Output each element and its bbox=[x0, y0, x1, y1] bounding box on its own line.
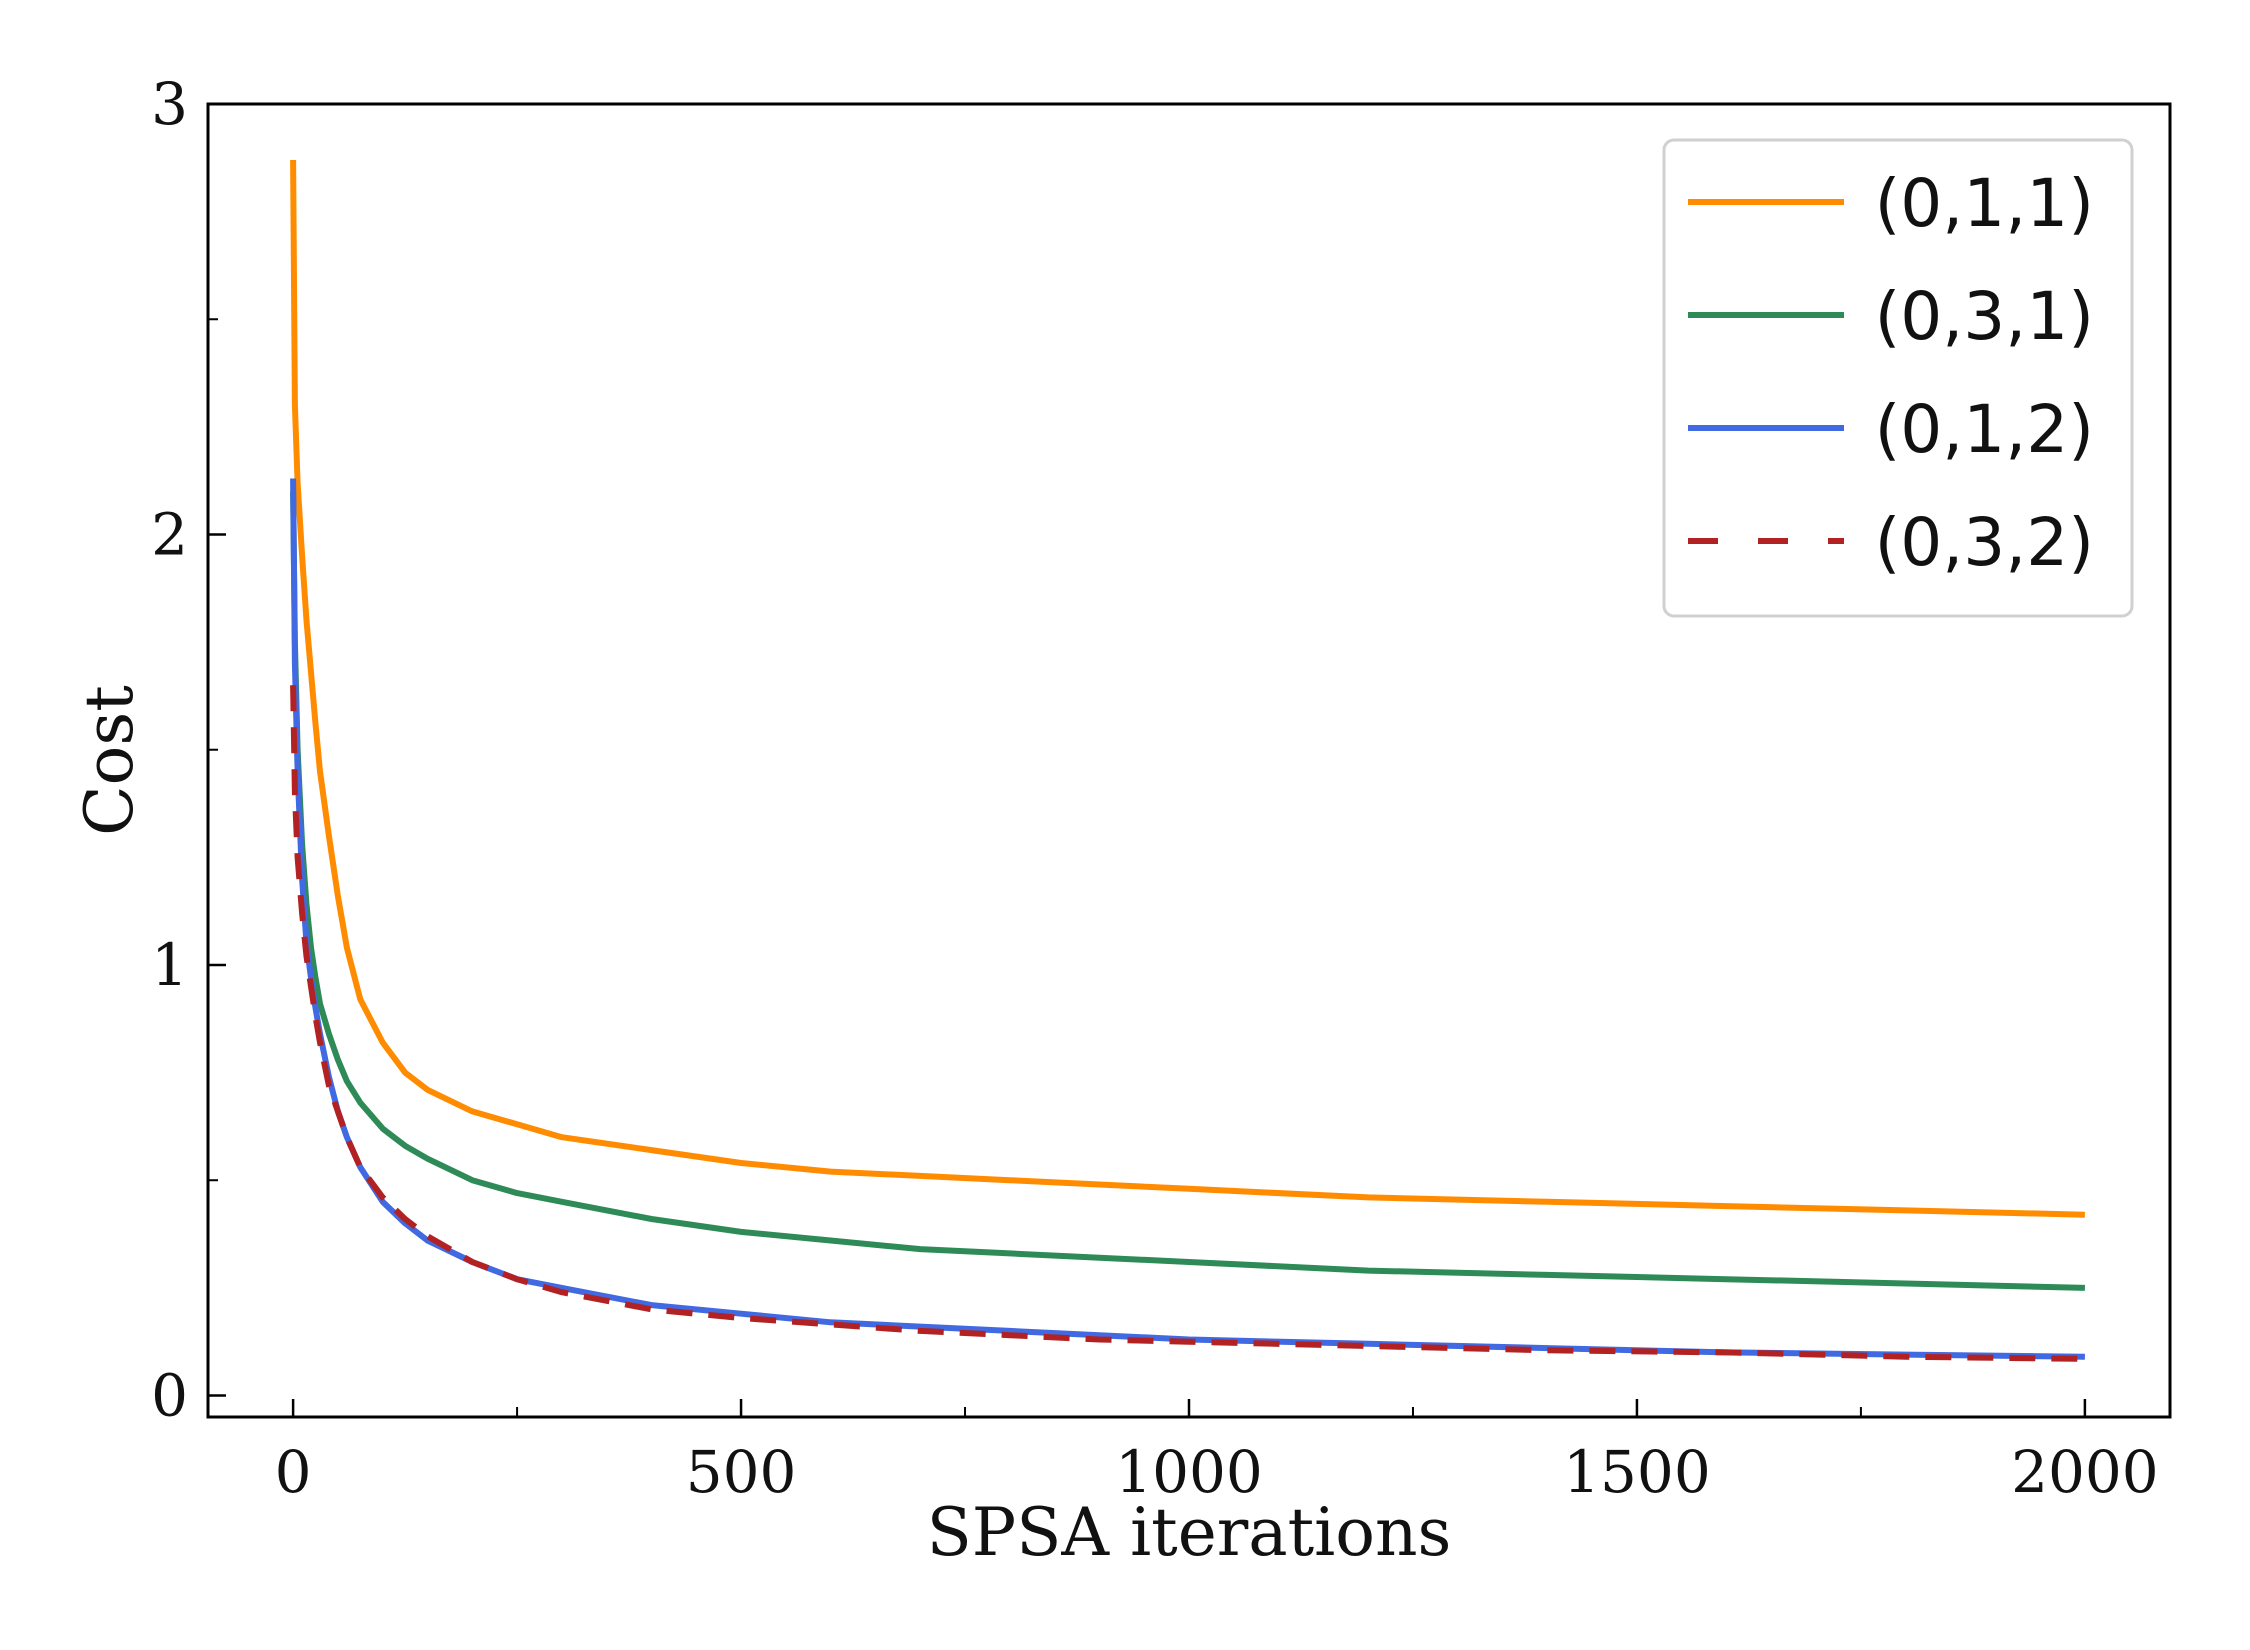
ticks-layer: 0 500 1000 1500 2000 0 1 2 3 bbox=[151, 70, 2159, 1506]
y-tick-label: 2 bbox=[151, 500, 188, 568]
series-line-4 bbox=[290, 685, 2085, 1362]
x-axis-label: SPSA iterations bbox=[927, 1494, 1452, 1571]
legend-label-3: (0,1,2) bbox=[1875, 391, 2094, 468]
series-line-2 bbox=[290, 491, 2085, 1291]
y-tick-label: 1 bbox=[151, 931, 188, 999]
x-tick-label: 1000 bbox=[1115, 1438, 1263, 1506]
legend-label-1: (0,1,1) bbox=[1875, 165, 2094, 242]
series-line-1 bbox=[290, 159, 2085, 1218]
plot-frame bbox=[206, 102, 2172, 1419]
x-tick-label: 0 bbox=[275, 1438, 312, 1506]
y-tick-label: 0 bbox=[151, 1361, 188, 1429]
legend-label-2: (0,3,1) bbox=[1875, 278, 2094, 355]
x-tick-label: 1500 bbox=[1563, 1438, 1711, 1506]
series-layer bbox=[290, 159, 2085, 1362]
legend-box bbox=[1662, 138, 2134, 618]
x-tick-label: 2000 bbox=[2011, 1438, 2159, 1506]
x-tick-label: 500 bbox=[686, 1438, 797, 1506]
y-axis-label: Cost bbox=[71, 685, 148, 836]
legend-label-4: (0,3,2) bbox=[1875, 504, 2094, 581]
legend: (0,1,1) (0,3,1) (0,1,2) (0,3,2) bbox=[1662, 138, 2134, 618]
y-tick-label: 3 bbox=[151, 70, 188, 138]
